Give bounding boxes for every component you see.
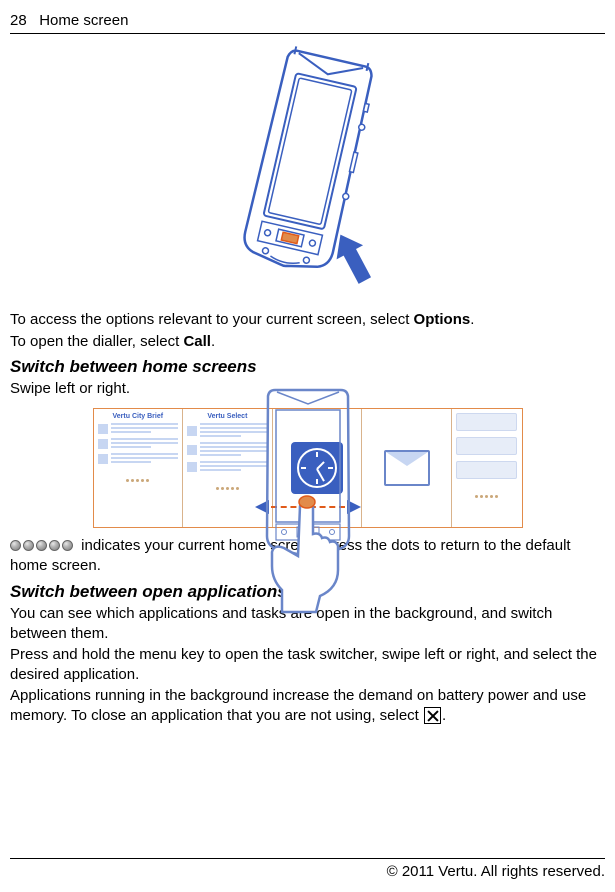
copyright-text: © 2011 Vertu. All rights reserved.: [387, 863, 605, 880]
text: To open the dialler, select: [10, 333, 183, 350]
home-indicator-dots-icon: [10, 536, 75, 556]
close-icon: [424, 707, 441, 724]
section-switch-home-title: Switch between home screens: [10, 357, 605, 377]
text: .: [442, 707, 446, 724]
bold-call: Call: [183, 333, 211, 350]
panel-bars: [452, 409, 522, 527]
footer-rule: [10, 858, 605, 859]
paragraph-options: To access the options relevant to your c…: [10, 310, 605, 330]
phone-figure: [10, 40, 605, 304]
apps-p2: Press and hold the menu key to open the …: [10, 645, 605, 684]
phone-illustration: [238, 40, 378, 300]
text: To access the options relevant to your c…: [10, 311, 414, 328]
mail-widget: [384, 450, 430, 486]
header-rule: [10, 33, 605, 34]
panel-title: Vertu City Brief: [98, 413, 179, 420]
apps-p3: Applications running in the background i…: [10, 686, 605, 725]
panel-city-brief: Vertu City Brief: [94, 409, 184, 527]
paragraph-call: To open the dialler, select Call.: [10, 332, 605, 352]
page-footer: © 2011 Vertu. All rights reserved.: [10, 858, 605, 880]
text: Applications running in the background i…: [10, 687, 586, 724]
page-number: 28: [10, 12, 27, 29]
panel-title: Vertu Select: [187, 413, 268, 420]
panel-mail: [362, 409, 452, 527]
text: .: [211, 333, 215, 350]
hand-icon: [258, 494, 358, 614]
page-header: 28 Home screen: [10, 12, 605, 33]
swipe-figure: Vertu City Brief Vertu Select: [10, 405, 605, 528]
page-section: Home screen: [39, 12, 128, 29]
bold-options: Options: [414, 311, 471, 328]
text: .: [470, 311, 474, 328]
